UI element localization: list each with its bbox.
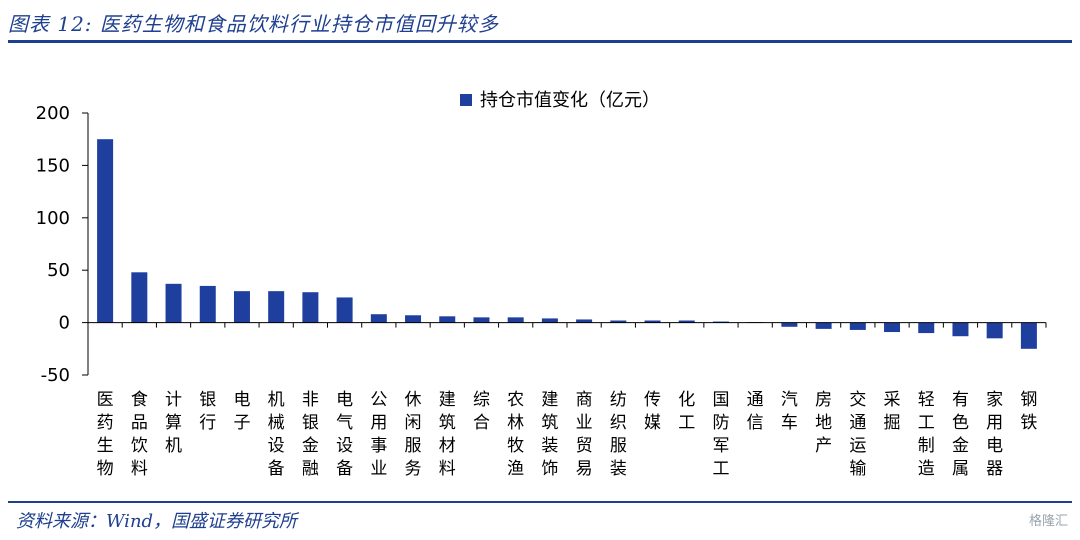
y-tick-label: 200 [36, 103, 70, 124]
x-category-label: 纺织服装 [610, 390, 627, 479]
bar-15 [576, 319, 593, 323]
x-category-label: 银行 [199, 390, 216, 433]
x-category-label: 电子 [233, 390, 250, 433]
source-rule [8, 501, 1072, 503]
y-tick-label: 150 [36, 155, 70, 176]
bar-19 [712, 321, 729, 323]
x-category-label: 电气设备 [336, 390, 353, 479]
bar-8 [336, 297, 353, 323]
bar-24 [884, 322, 901, 333]
bar-2 [131, 272, 148, 323]
x-category-label: 通信 [747, 390, 764, 433]
bar-16 [610, 320, 627, 323]
x-category-label: 休闲服务 [405, 390, 422, 479]
x-category-label: 非银金融 [302, 390, 319, 479]
bar-23 [849, 322, 866, 330]
bar-22 [815, 322, 832, 329]
x-category-label: 建筑材料 [439, 390, 456, 479]
bar-27 [986, 322, 1003, 339]
x-category-label: 化工 [678, 390, 695, 433]
bar-21 [781, 322, 798, 327]
bar-7 [302, 292, 319, 323]
bars [97, 139, 1037, 349]
x-category-label: 房地产 [815, 390, 832, 456]
legend-swatch [460, 94, 472, 106]
bar-10 [405, 315, 422, 323]
x-category-label: 食品饮料 [131, 390, 148, 479]
bar-11 [439, 316, 456, 323]
y-tick-label: 0 [59, 313, 70, 334]
bar-17 [644, 320, 661, 323]
x-category-label: 公用事业 [370, 390, 387, 479]
bar-9 [370, 314, 387, 323]
bar-25 [918, 322, 935, 334]
y-tick-label: 100 [36, 208, 70, 229]
x-category-label: 采掘 [884, 390, 901, 433]
source-note: 资料来源：Wind，国盛证券研究所 [16, 511, 298, 532]
bar-13 [507, 317, 524, 323]
y-axis: -50 0 50 100 150 200 [36, 103, 89, 386]
bar-14 [541, 318, 558, 323]
x-category-label: 钢铁 [1020, 390, 1037, 433]
x-category-label: 医药生物 [97, 390, 114, 479]
x-category-label: 交通运输 [849, 390, 866, 479]
figure-title: 图表 12: 医药生物和食品饮料行业持仓市值回升较多 [8, 12, 499, 36]
x-category-label: 农林牧渔 [507, 390, 524, 479]
x-category-label: 机械设备 [268, 390, 285, 479]
bar-1 [97, 139, 114, 323]
bar-28 [1020, 322, 1037, 349]
x-category-label: 国防军工 [712, 390, 729, 479]
x-category-label: 建筑装饰 [541, 390, 558, 479]
x-category-label: 有色金属 [952, 390, 969, 479]
x-category-label: 轻工制造 [918, 390, 935, 479]
bar-6 [268, 291, 285, 323]
x-category-label: 传媒 [644, 390, 661, 433]
y-tick-label: 50 [47, 260, 70, 281]
x-category-label: 综合 [473, 390, 490, 433]
y-tick-label: -50 [41, 365, 70, 386]
bar-3 [165, 283, 182, 323]
x-category-label: 商业贸易 [576, 390, 593, 479]
x-category-label: 计算机 [165, 390, 182, 456]
bar-5 [233, 291, 250, 323]
legend: 持仓市值变化（亿元） [460, 90, 660, 111]
x-category-label: 汽车 [781, 390, 798, 433]
title-rule [8, 40, 1072, 43]
legend-label: 持仓市值变化（亿元） [480, 90, 660, 111]
bar-18 [678, 320, 695, 323]
bar-12 [473, 317, 490, 323]
x-category-label: 家用电器 [986, 390, 1003, 479]
watermark: 格隆汇 [1028, 514, 1068, 529]
bar-26 [952, 322, 969, 337]
bar-4 [199, 285, 216, 323]
